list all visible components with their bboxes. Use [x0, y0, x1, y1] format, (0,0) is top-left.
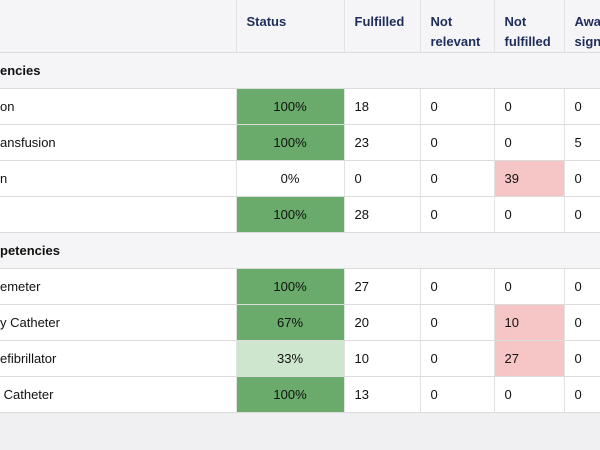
- not-fulfilled-cell: 27: [494, 340, 565, 377]
- data-row[interactable]: 100% 28 0 0 0: [0, 196, 600, 233]
- header-label: relevant: [430, 34, 481, 49]
- fulfilled-cell: 13: [344, 376, 421, 413]
- not-fulfilled-cell: 0: [494, 88, 565, 125]
- awaiting-cell: 0: [564, 376, 600, 413]
- header-label: Not: [504, 14, 527, 29]
- data-row[interactable]: on 100% 18 0 0 0: [0, 88, 600, 125]
- awaiting-cell: 5: [564, 124, 600, 161]
- status-cell: 100%: [236, 124, 345, 161]
- row-name: on: [0, 88, 237, 125]
- header-cell: [0, 0, 237, 53]
- column-header[interactable]: Not relevant: [420, 0, 495, 53]
- fulfilled-cell: 28: [344, 196, 421, 233]
- not-relevant-cell: 0: [420, 160, 495, 197]
- not-fulfilled-cell: 39: [494, 160, 565, 197]
- section-title: petencies: [0, 232, 600, 269]
- fulfilled-cell: 20: [344, 304, 421, 341]
- status-cell: 100%: [236, 376, 345, 413]
- data-row[interactable]: n 0% 0 0 39 0: [0, 160, 600, 197]
- fulfilled-cell: 0: [344, 160, 421, 197]
- column-header[interactable]: Not fulfilled: [494, 0, 565, 53]
- fulfilled-cell: 23: [344, 124, 421, 161]
- row-name: emeter: [0, 268, 237, 305]
- row-name: y Catheter: [0, 304, 237, 341]
- header-row: Status Fulfilled Not relevant Not fulfilled Aw…: [0, 0, 600, 53]
- competency-table: Status Fulfilled Not relevant Not fulfilled Aw…: [0, 0, 600, 413]
- row-name: Catheter: [0, 376, 237, 413]
- not-relevant-cell: 0: [420, 304, 495, 341]
- not-fulfilled-cell: 0: [494, 124, 565, 161]
- fulfilled-cell: 10: [344, 340, 421, 377]
- column-header[interactable]: Awa sign: [564, 0, 600, 53]
- fulfilled-cell: 27: [344, 268, 421, 305]
- data-row[interactable]: emeter 100% 27 0 0 0: [0, 268, 600, 305]
- header-label: sign: [574, 34, 600, 49]
- status-cell: 33%: [236, 340, 345, 377]
- awaiting-cell: 0: [564, 340, 600, 377]
- not-fulfilled-cell: 10: [494, 304, 565, 341]
- not-fulfilled-cell: 0: [494, 376, 565, 413]
- not-fulfilled-cell: 0: [494, 196, 565, 233]
- status-cell: 100%: [236, 88, 345, 125]
- not-relevant-cell: 0: [420, 196, 495, 233]
- row-name: n: [0, 160, 237, 197]
- section-title: encies: [0, 52, 600, 89]
- header-label: Not: [430, 14, 453, 29]
- not-relevant-cell: 0: [420, 268, 495, 305]
- row-name: efibrillator: [0, 340, 237, 377]
- data-row[interactable]: ansfusion 100% 23 0 0 5: [0, 124, 600, 161]
- not-relevant-cell: 0: [420, 88, 495, 125]
- not-relevant-cell: 0: [420, 340, 495, 377]
- header-label: Status: [246, 14, 287, 29]
- not-relevant-cell: 0: [420, 376, 495, 413]
- column-header[interactable]: Fulfilled: [344, 0, 421, 53]
- status-cell: 100%: [236, 196, 345, 233]
- status-cell: 67%: [236, 304, 345, 341]
- header-label: Fulfilled: [354, 14, 405, 29]
- awaiting-cell: 0: [564, 88, 600, 125]
- column-header[interactable]: Status: [236, 0, 345, 53]
- data-row[interactable]: Catheter 100% 13 0 0 0: [0, 376, 600, 413]
- header-label: Awa: [574, 14, 600, 29]
- not-relevant-cell: 0: [420, 124, 495, 161]
- row-name: ansfusion: [0, 124, 237, 161]
- awaiting-cell: 0: [564, 268, 600, 305]
- fulfilled-cell: 18: [344, 88, 421, 125]
- status-cell: 0%: [236, 160, 345, 197]
- awaiting-cell: 0: [564, 160, 600, 197]
- row-name: [0, 196, 237, 233]
- header-label: fulfilled: [504, 34, 551, 49]
- section-row: encies: [0, 52, 600, 89]
- section-row: petencies: [0, 232, 600, 269]
- awaiting-cell: 0: [564, 304, 600, 341]
- status-cell: 100%: [236, 268, 345, 305]
- data-row[interactable]: efibrillator 33% 10 0 27 0: [0, 340, 600, 377]
- not-fulfilled-cell: 0: [494, 268, 565, 305]
- awaiting-cell: 0: [564, 196, 600, 233]
- data-row[interactable]: y Catheter 67% 20 0 10 0: [0, 304, 600, 341]
